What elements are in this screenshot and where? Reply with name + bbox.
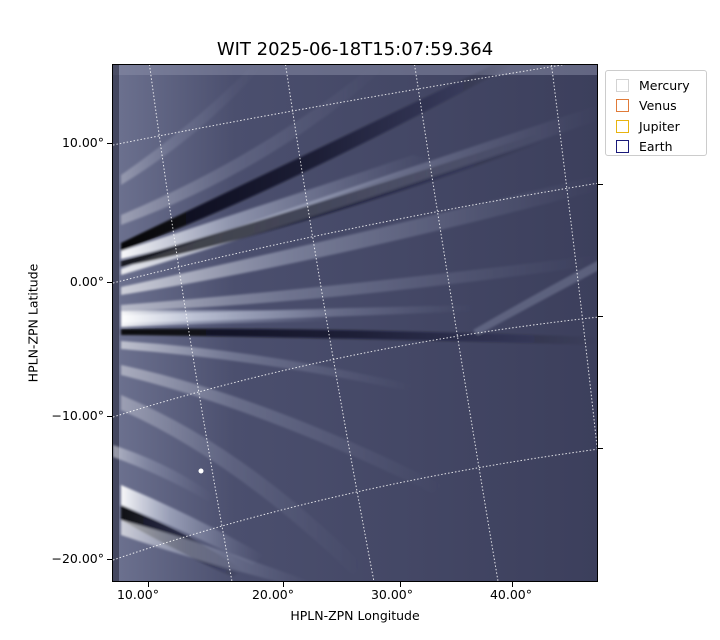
y-tick-label-0: 0.00°	[69, 274, 104, 289]
legend: Mercury Venus Jupiter Earth	[605, 70, 707, 156]
y-tick-label-minus10: −10.00°	[51, 408, 104, 423]
right-tick-mark	[598, 316, 603, 317]
x-tick-label-30: 30.00°	[370, 587, 414, 602]
x-tick-label-10: 10.00°	[116, 587, 160, 602]
x-axis-label: HPLN-ZPN Longitude	[290, 608, 420, 623]
x-tick-mark	[148, 582, 149, 587]
x-tick-label-40: 40.00°	[489, 587, 533, 602]
legend-swatch	[616, 99, 629, 113]
legend-swatch	[616, 119, 629, 133]
legend-label: Earth	[639, 139, 673, 155]
plot-title: WIT 2025-06-18T15:07:59.364	[216, 39, 494, 60]
legend-item-earth: Earth	[612, 137, 700, 158]
right-tick-mark	[598, 184, 603, 185]
legend-label: Mercury	[639, 77, 690, 93]
legend-item-mercury: Mercury	[612, 75, 700, 96]
y-tick-mark	[107, 282, 112, 283]
x-tick-mark	[400, 582, 401, 587]
legend-swatch	[616, 78, 629, 92]
legend-swatch	[616, 140, 629, 154]
heliospheric-image	[112, 64, 598, 582]
y-axis-label: HPLN-ZPN Latitude	[25, 263, 41, 383]
y-tick-label-minus20: −20.00°	[51, 551, 104, 566]
streamers	[113, 65, 597, 581]
x-tick-mark	[283, 582, 284, 587]
legend-item-venus: Venus	[612, 96, 700, 117]
coordinate-grid	[113, 65, 597, 581]
legend-label: Jupiter	[639, 118, 680, 134]
legend-item-jupiter: Jupiter	[612, 116, 700, 137]
x-tick-mark	[512, 582, 513, 587]
right-tick-mark	[598, 448, 603, 449]
y-tick-mark	[107, 559, 112, 560]
y-tick-mark	[107, 143, 112, 144]
image-canvas	[113, 65, 597, 581]
x-tick-label-20: 20.00°	[251, 587, 295, 602]
bright-point	[198, 468, 204, 474]
y-tick-mark	[107, 416, 112, 417]
y-tick-label-10: 10.00°	[61, 135, 104, 150]
legend-label: Venus	[639, 98, 677, 114]
